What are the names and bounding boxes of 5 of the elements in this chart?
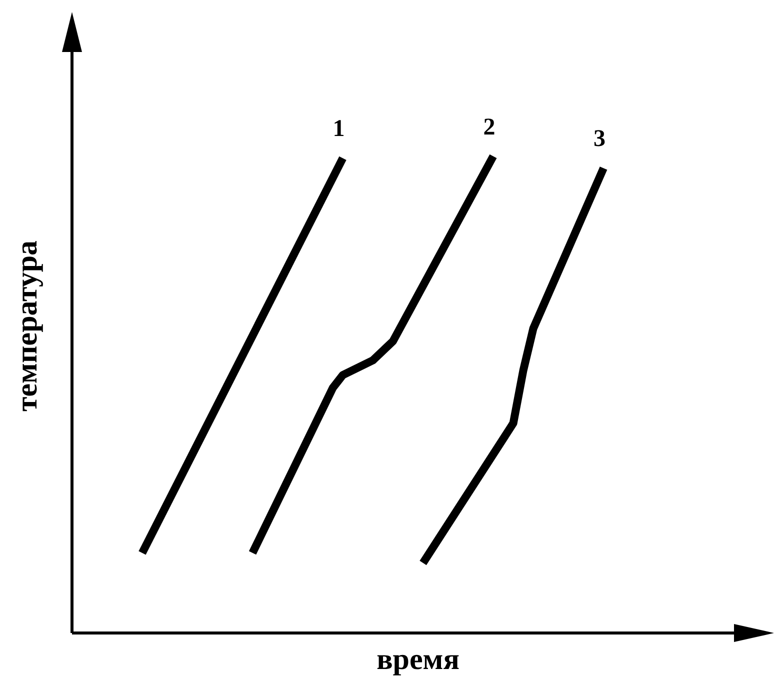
x-axis-title: время: [376, 642, 460, 678]
series-label: 3: [594, 126, 606, 152]
series-label: 1: [332, 116, 345, 142]
y-axis-title: температура: [11, 240, 45, 412]
series-label: 2: [483, 114, 496, 140]
